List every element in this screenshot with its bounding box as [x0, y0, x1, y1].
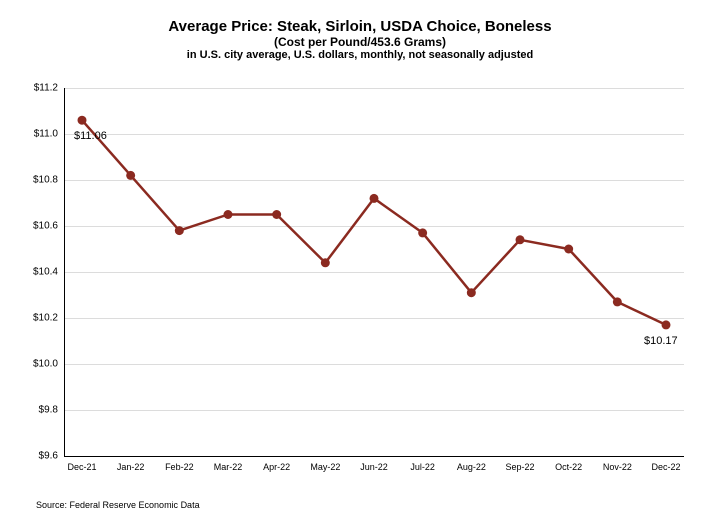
x-tick-label: Oct-22: [555, 456, 582, 472]
data-marker: [272, 210, 281, 219]
annotation-last: $10.17: [644, 335, 678, 347]
x-tick-label: Jun-22: [360, 456, 388, 472]
y-tick-label: $11.0: [34, 129, 64, 140]
x-tick-label: Apr-22: [263, 456, 290, 472]
y-tick-label: $11.2: [34, 83, 64, 94]
x-tick-label: Dec-21: [67, 456, 96, 472]
x-tick-label: Mar-22: [214, 456, 243, 472]
annotation-first: $11.06: [74, 130, 107, 142]
x-tick-label: Aug-22: [457, 456, 486, 472]
y-tick-label: $10.8: [33, 175, 64, 186]
data-marker: [564, 245, 573, 254]
x-tick-label: May-22: [310, 456, 340, 472]
chart-title-main: Average Price: Steak, Sirloin, USDA Choi…: [0, 18, 720, 35]
y-tick-label: $10.6: [33, 221, 64, 232]
plot-area: $9.6$9.8$10.0$10.2$10.4$10.6$10.8$11.0$1…: [64, 88, 684, 456]
series-line: [64, 88, 684, 456]
x-axis-line: [64, 456, 684, 457]
data-marker: [613, 297, 622, 306]
y-tick-label: $10.2: [33, 313, 64, 324]
y-tick-label: $10.4: [33, 267, 64, 278]
chart-container: Average Price: Steak, Sirloin, USDA Choi…: [0, 0, 720, 520]
data-marker: [370, 194, 379, 203]
x-tick-label: Jan-22: [117, 456, 145, 472]
data-marker: [467, 288, 476, 297]
source-text: Source: Federal Reserve Economic Data: [36, 500, 200, 510]
x-tick-label: Sep-22: [505, 456, 534, 472]
x-tick-label: Nov-22: [603, 456, 632, 472]
y-tick-label: $9.6: [39, 451, 64, 462]
data-marker: [418, 228, 427, 237]
x-tick-label: Feb-22: [165, 456, 194, 472]
chart-titles: Average Price: Steak, Sirloin, USDA Choi…: [0, 0, 720, 61]
data-marker: [224, 210, 233, 219]
chart-title-sub1: (Cost per Pound/453.6 Grams): [0, 35, 720, 49]
x-tick-label: Jul-22: [410, 456, 435, 472]
x-tick-label: Dec-22: [651, 456, 680, 472]
chart-title-sub2: in U.S. city average, U.S. dollars, mont…: [0, 49, 720, 61]
data-marker: [516, 235, 525, 244]
data-marker: [126, 171, 135, 180]
data-marker: [78, 116, 87, 125]
data-marker: [662, 320, 671, 329]
y-tick-label: $9.8: [39, 405, 64, 416]
y-tick-label: $10.0: [33, 359, 64, 370]
data-marker: [175, 226, 184, 235]
data-marker: [321, 258, 330, 267]
